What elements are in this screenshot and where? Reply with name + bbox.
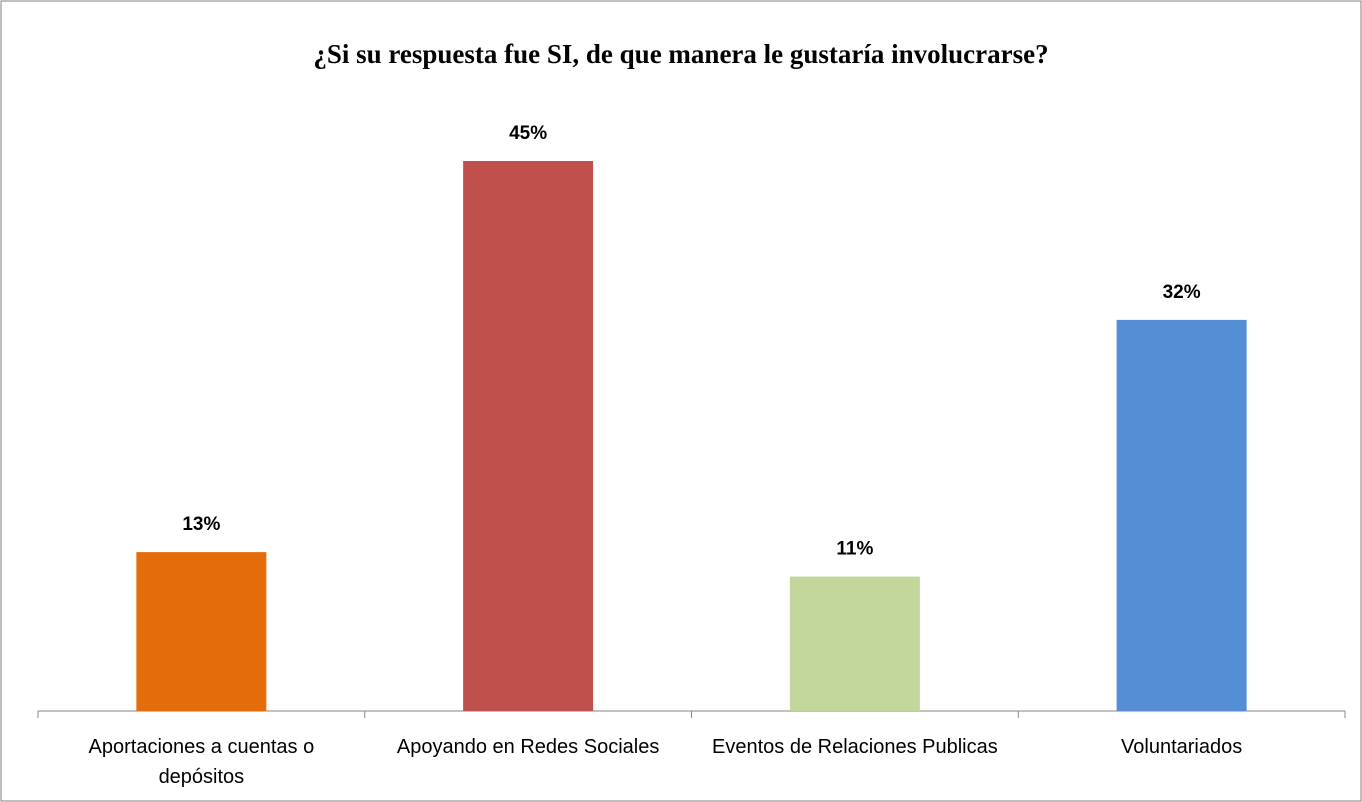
x-tick-label: Eventos de Relaciones Publicas <box>712 736 998 758</box>
data-label: 11% <box>836 539 873 560</box>
x-tick-label: Apoyando en Redes Sociales <box>396 736 660 758</box>
data-label: 13% <box>182 514 220 535</box>
bar <box>136 552 267 711</box>
bar <box>789 576 920 711</box>
x-tick-label: Aportaciones a cuentas o depósitos <box>88 736 315 788</box>
data-label: 45% <box>509 123 547 144</box>
chart-title: ¿Si su respuesta fue SI, de que manera l… <box>313 39 1048 69</box>
x-tick-label: Voluntariados <box>1121 736 1243 758</box>
bar <box>463 161 594 711</box>
data-label: 32% <box>1163 282 1201 303</box>
bar <box>1116 319 1247 711</box>
